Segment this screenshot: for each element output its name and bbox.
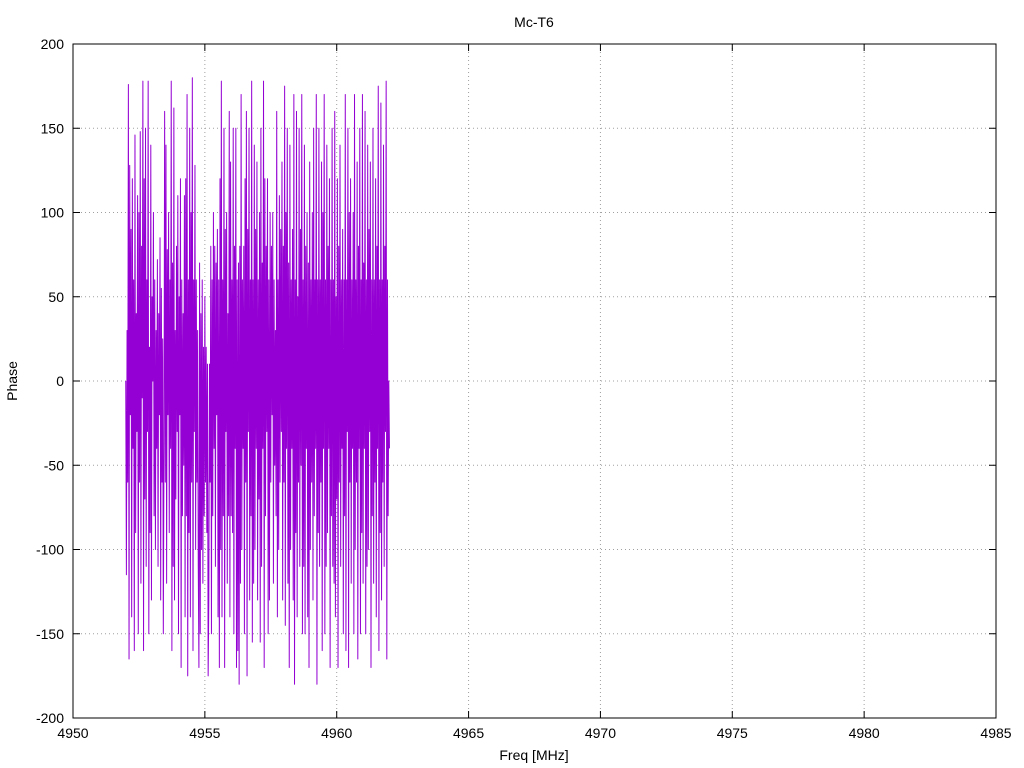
y-tick-label: -100 [36, 542, 64, 558]
y-tick-label: 50 [48, 289, 64, 305]
x-tick-label: 4980 [849, 725, 880, 741]
x-tick-label: 4985 [980, 725, 1011, 741]
x-tick-label: 4960 [321, 725, 352, 741]
y-tick-label: -150 [36, 626, 64, 642]
x-axis-title: Freq [MHz] [499, 747, 568, 763]
y-tick-label: -200 [36, 710, 64, 726]
x-tick-label: 4970 [585, 725, 616, 741]
x-tick-label: 4975 [717, 725, 748, 741]
y-tick-label: 0 [56, 373, 64, 389]
y-tick-label: 150 [41, 120, 65, 136]
chart-title: Mc-T6 [514, 14, 554, 30]
x-tick-label: 4965 [453, 725, 484, 741]
y-tick-label: 100 [41, 205, 65, 221]
x-tick-label: 4950 [57, 725, 88, 741]
y-tick-label: -50 [44, 457, 64, 473]
ticks: 4950 4955 4960 4965 4970 4975 4980 4985 -200 -150… [36, 36, 1012, 741]
series-layer [125, 77, 390, 685]
y-axis-title: Phase [4, 361, 20, 401]
x-tick-label: 4955 [189, 725, 220, 741]
series-line [125, 77, 390, 685]
y-tick-label: 200 [41, 36, 65, 52]
